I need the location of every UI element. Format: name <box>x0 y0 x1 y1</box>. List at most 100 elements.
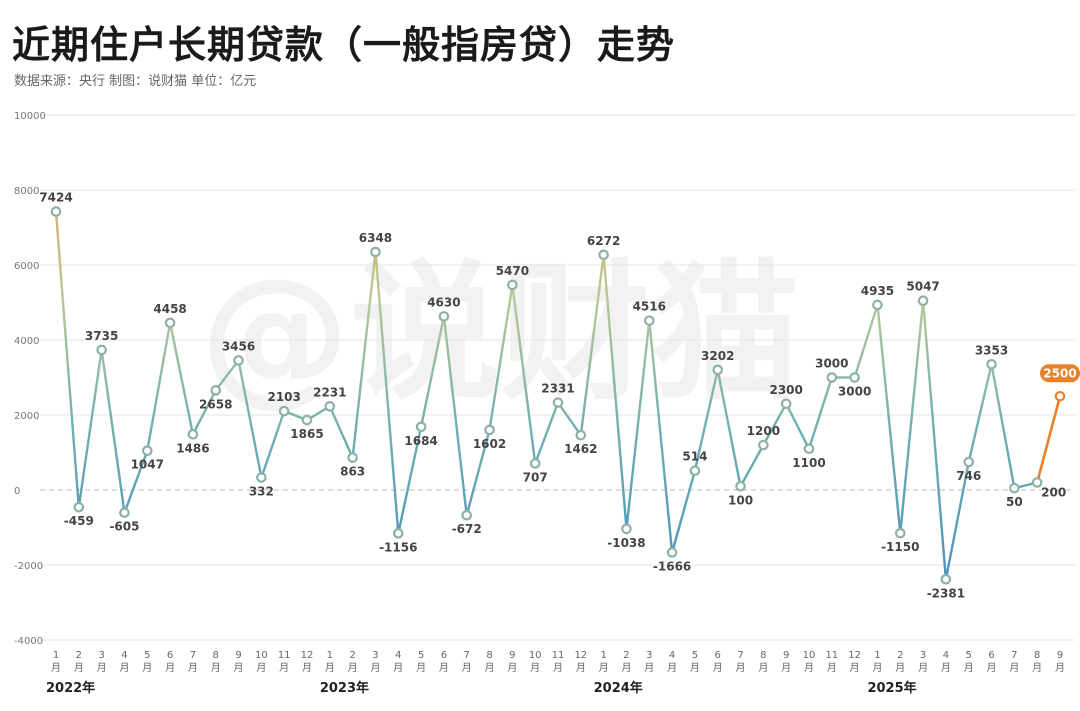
x-tick-month: 1 <box>327 650 333 661</box>
x-tick-month: 6 <box>988 650 994 661</box>
x-tick-month: 2 <box>897 650 903 661</box>
data-label: 200 <box>1041 486 1066 500</box>
data-point <box>803 443 815 455</box>
data-point <box>96 344 107 356</box>
data-point <box>1054 390 1066 402</box>
x-tick-month-suffix: 月 <box>370 662 380 674</box>
x-tick-month-suffix: 月 <box>234 662 244 674</box>
highlight-label-bg <box>1040 364 1080 383</box>
data-point <box>1031 477 1043 488</box>
data-point <box>598 249 609 261</box>
data-label: 3735 <box>85 329 118 343</box>
x-tick-month-suffix: 月 <box>439 662 449 674</box>
x-tick-month-suffix: 月 <box>827 662 837 674</box>
x-tick-month-suffix: 月 <box>1032 662 1042 674</box>
data-label: 2331 <box>541 382 574 396</box>
data-label: 2658 <box>199 397 232 411</box>
x-tick-month: 4 <box>943 650 949 661</box>
series-line <box>54 211 1038 581</box>
x-tick-month-suffix: 月 <box>941 662 951 674</box>
x-tick-month-suffix: 月 <box>1009 662 1019 674</box>
data-label: 4935 <box>861 284 894 298</box>
x-tick-month-suffix: 月 <box>348 662 358 674</box>
data-label: 3353 <box>975 343 1008 357</box>
x-tick-month: 8 <box>1034 650 1040 661</box>
x-tick-month-suffix: 月 <box>74 662 84 674</box>
data-point <box>278 405 290 417</box>
x-tick-month: 3 <box>920 650 926 661</box>
y-tick-label: -4000 <box>14 636 43 647</box>
data-point <box>119 507 130 518</box>
y-tick-label: -2000 <box>14 561 43 572</box>
x-tick-month: 7 <box>737 650 743 661</box>
data-label: 863 <box>340 465 365 479</box>
data-point <box>324 401 336 412</box>
x-tick-month: 10 <box>255 650 268 661</box>
x-tick-month-suffix: 月 <box>165 662 175 674</box>
x-tick-month-suffix: 月 <box>850 662 860 674</box>
data-label: 6272 <box>587 234 620 248</box>
y-tick-label: 4000 <box>14 336 39 347</box>
watermark-text: @说财猫 <box>200 247 800 421</box>
x-tick-month: 9 <box>1057 650 1063 661</box>
x-tick-month-suffix: 月 <box>188 662 198 674</box>
data-label: 332 <box>249 485 274 499</box>
page-title: 近期住户长期贷款（一般指房贷）走势 <box>12 23 676 67</box>
x-tick-month: 8 <box>213 650 219 661</box>
y-tick-label: 8000 <box>14 186 39 197</box>
x-tick-month-suffix: 月 <box>713 662 723 674</box>
x-tick-month-suffix: 月 <box>51 662 61 674</box>
data-point <box>666 547 678 558</box>
x-tick-month: 8 <box>760 650 766 661</box>
x-tick-month: 9 <box>235 650 241 661</box>
x-tick-month-suffix: 月 <box>690 662 700 674</box>
data-label: 1100 <box>792 456 825 470</box>
data-point <box>415 421 427 433</box>
data-point <box>917 295 929 307</box>
x-tick-month-suffix: 月 <box>416 662 426 674</box>
data-point <box>461 509 473 521</box>
x-tick-month-suffix: 月 <box>256 662 266 674</box>
x-tick-month: 1 <box>874 650 880 661</box>
data-label: 3000 <box>815 357 848 371</box>
data-point <box>894 527 906 539</box>
data-point <box>210 385 222 396</box>
x-tick-month: 12 <box>574 650 587 661</box>
data-point <box>552 397 564 408</box>
data-point <box>529 458 541 469</box>
data-label: 1462 <box>564 442 597 456</box>
x-tick-month: 7 <box>1011 650 1017 661</box>
data-label: 5470 <box>496 264 529 278</box>
data-label: -605 <box>109 520 139 534</box>
data-point <box>187 428 199 440</box>
data-label: 1486 <box>176 441 209 455</box>
x-tick-month: 11 <box>278 650 291 661</box>
data-label: -459 <box>64 514 94 528</box>
x-tick-month: 12 <box>848 650 861 661</box>
data-label: -1150 <box>881 540 919 554</box>
y-tick-label: 2000 <box>14 411 39 422</box>
x-tick-month-suffix: 月 <box>1055 662 1065 674</box>
x-tick-month-suffix: 月 <box>119 662 129 674</box>
x-tick-month: 6 <box>715 650 721 661</box>
x-tick-month: 8 <box>486 650 492 661</box>
x-tick-month: 9 <box>783 650 789 661</box>
x-tick-month: 11 <box>552 650 565 661</box>
data-point <box>141 445 153 457</box>
x-tick-month-suffix: 月 <box>142 662 152 674</box>
x-tick-month: 5 <box>692 650 698 661</box>
x-tick-month-suffix: 月 <box>97 662 107 674</box>
data-point <box>370 246 381 258</box>
data-label: 6348 <box>359 231 392 245</box>
data-point <box>507 279 518 291</box>
data-label: 2300 <box>769 383 802 397</box>
x-year-label: 2022年 <box>46 680 95 696</box>
data-label: 1602 <box>473 437 506 451</box>
x-tick-month: 4 <box>121 650 127 661</box>
x-tick-month: 5 <box>418 650 424 661</box>
data-point <box>575 429 587 441</box>
data-label: 7424 <box>39 191 72 205</box>
data-point <box>780 398 792 410</box>
data-point <box>758 439 769 451</box>
x-tick-month-suffix: 月 <box>325 662 335 674</box>
